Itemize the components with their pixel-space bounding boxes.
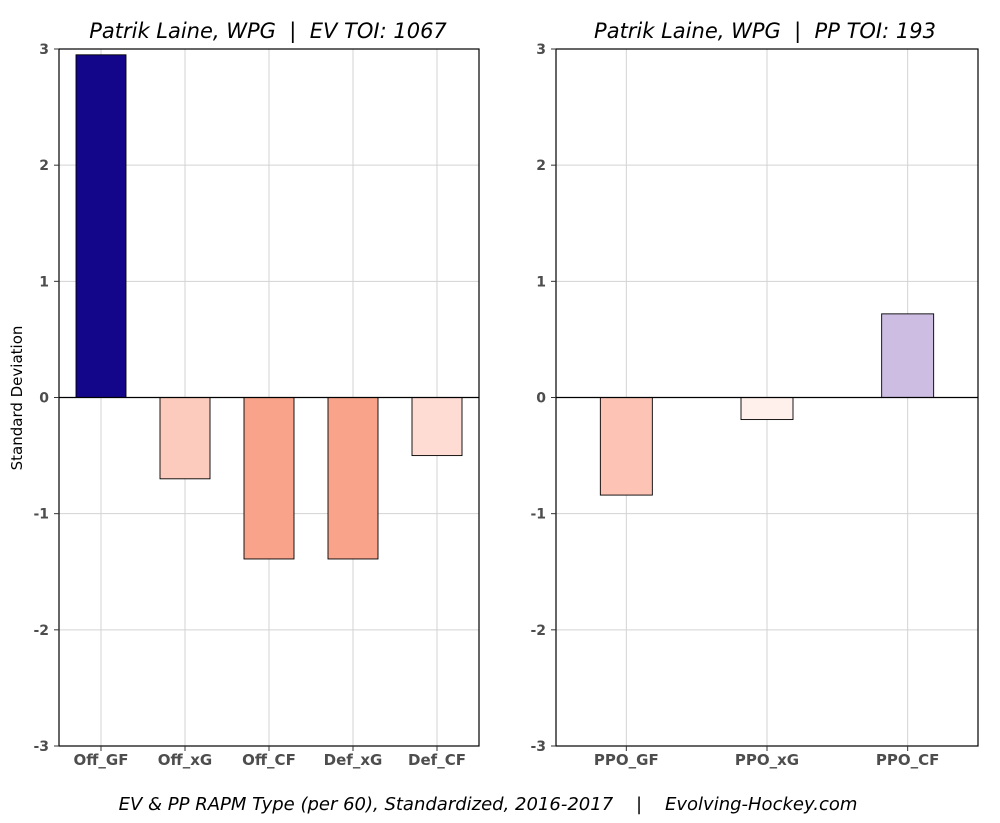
x-tick-label: PPO_GF (594, 751, 659, 769)
y-tick-label: -1 (33, 507, 49, 523)
y-tick-label: -1 (530, 507, 546, 523)
y-tick-label: 3 (39, 42, 49, 58)
x-tick-label: Off_xG (158, 751, 212, 769)
y-tick-label: -3 (33, 739, 49, 755)
pp-bar-ppo-gf (599, 397, 653, 496)
ev-bar-def-cf (411, 397, 463, 457)
y-tick-label: 2 (39, 158, 49, 174)
y-axis-label: Standard Deviation (8, 326, 26, 471)
ev-bar-off-gf (75, 54, 127, 398)
ev-bar-off-xg (159, 397, 211, 480)
ev-bar-def-xg (327, 397, 379, 560)
x-tick-label: Def_CF (408, 751, 466, 769)
y-tick-label: 0 (39, 391, 49, 407)
x-tick-label: Def_xG (324, 751, 383, 769)
pp-bar-ppo-cf (881, 313, 935, 398)
ev-panel-title: Patrik Laine, WPG | EV TOI: 1067 (89, 19, 447, 44)
figure-caption: EV & PP RAPM Type (per 60), Standardized… (119, 794, 858, 815)
y-tick-label: 3 (536, 42, 546, 58)
pp-rapm-panel: Patrik Laine, WPG | PP TOI: 193 3 2 1 0 -1 -2… (530, 19, 979, 769)
y-tick-label: 2 (536, 158, 546, 174)
pp-bar-ppo-xg (740, 397, 794, 421)
x-tick-label: PPO_CF (876, 751, 940, 769)
y-tick-label: -3 (530, 739, 546, 755)
y-tick-label: 0 (536, 391, 546, 407)
y-tick-label: 1 (536, 274, 546, 290)
x-tick-label: Off_GF (74, 751, 129, 769)
y-tick-label: 1 (39, 274, 49, 290)
ev-bar-off-cf (243, 397, 295, 560)
x-tick-label: PPO_xG (735, 751, 799, 769)
y-tick-label: -2 (530, 623, 546, 639)
pp-panel-title: Patrik Laine, WPG | PP TOI: 193 (594, 19, 936, 44)
ev-rapm-panel: Patrik Laine, WPG | EV TOI: 1067 3 2 1 0 -1 -… (33, 19, 480, 769)
y-tick-label: -2 (33, 623, 49, 639)
x-tick-label: Off_CF (242, 751, 296, 769)
